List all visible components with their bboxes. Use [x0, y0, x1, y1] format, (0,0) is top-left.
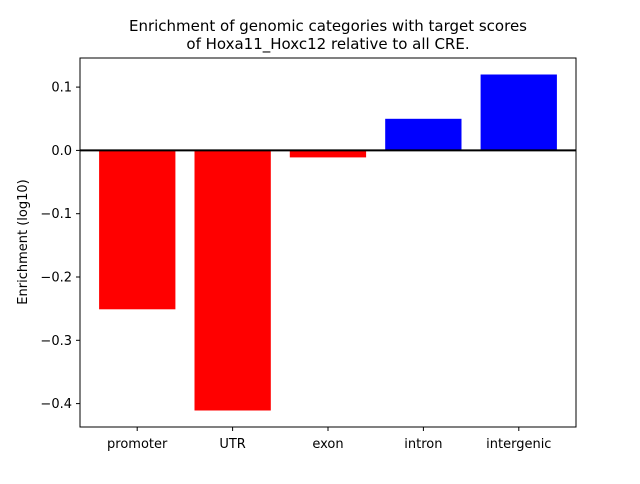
y-tick-label-2: −0.1 [40, 207, 72, 222]
chart-title-line-2: of Hoxa11_Hoxc12 relative to all CRE. [186, 35, 469, 54]
x-tick-label-intergenic: intergenic [486, 437, 551, 452]
bar-UTR [194, 150, 271, 411]
x-tick-label-exon: exon [312, 437, 343, 452]
y-tick-label-4: −0.3 [40, 334, 72, 349]
y-axis-label: Enrichment (log10) [16, 179, 31, 304]
bar-promoter [99, 150, 176, 310]
ticks-layer: promoter UTR exon intron intergenic 0.1 0.0 −0.… [40, 81, 551, 452]
y-tick-label-3: −0.2 [40, 271, 72, 286]
y-tick-label-1: 0.0 [51, 144, 72, 159]
plot-frame [79, 57, 577, 428]
x-tick-label-intron: intron [404, 437, 442, 452]
chart-title-line-1: Enrichment of genomic categories with ta… [129, 17, 527, 35]
bars-layer [80, 74, 576, 411]
y-tick-label-5: −0.4 [40, 397, 72, 412]
x-tick-label-promoter: promoter [107, 437, 168, 452]
bar-intergenic [480, 74, 557, 151]
x-tick-label-UTR: UTR [219, 437, 246, 452]
y-tick-label-0: 0.1 [51, 81, 72, 96]
bar-intron [385, 118, 462, 151]
bar-exon [289, 150, 367, 158]
